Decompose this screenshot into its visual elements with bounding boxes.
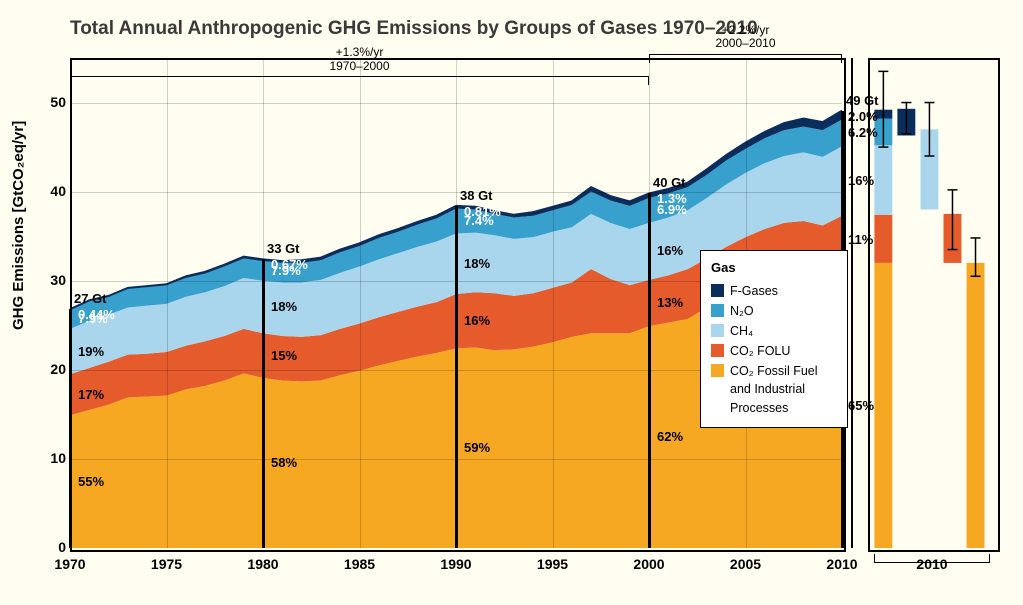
side-bars-chart: [868, 58, 996, 548]
legend-title: Gas: [711, 259, 837, 278]
pct-folu-2010: 11%: [848, 232, 873, 247]
gridline: [167, 58, 168, 548]
legend-item: CO₂ Fossil Fuel and Industrial Processes: [711, 362, 837, 416]
chart-title: Total Annual Anthropogenic GHG Emissions…: [70, 18, 758, 40]
pct-fgases-2010: 2.0%: [848, 109, 878, 124]
x-tick: 2000: [629, 556, 669, 572]
pct-fgases-1970: 0.44%: [78, 307, 115, 322]
side-bracket: [874, 552, 990, 563]
legend-item: F-Gases: [711, 282, 837, 300]
rate-label: +1.3%/yr1970–2000: [320, 46, 400, 74]
x-tick: 1990: [436, 556, 476, 572]
pct-n2o-2010: 6.2%: [848, 125, 878, 140]
legend-swatch: [711, 324, 724, 337]
pct-fgases-1990: 0.81%: [464, 204, 501, 219]
rate-bracket: [649, 54, 842, 65]
pct-folu-1970: 17%: [78, 387, 104, 402]
y-tick: 30: [46, 272, 66, 288]
legend-swatch: [711, 364, 724, 377]
y-tick: 40: [46, 183, 66, 199]
rate-bracket: [70, 76, 649, 87]
gridline: [360, 58, 361, 548]
y-tick: 0: [46, 539, 66, 555]
legend-label: CO₂ Fossil Fuel and Industrial Processes: [730, 362, 837, 416]
pct-ch4-2000: 16%: [657, 243, 683, 258]
gt-callout-2000: 40 Gt: [653, 175, 686, 190]
legend-label: CO₂ FOLU: [730, 342, 790, 360]
pct-folu-2000: 13%: [657, 295, 683, 310]
y-tick: 10: [46, 450, 66, 466]
pct-fgases-1980: 0.67%: [271, 257, 308, 272]
y-tick: 20: [46, 361, 66, 377]
pct-ch4-2010: 16%: [848, 173, 874, 188]
gt-callout-2010: 49 Gt: [846, 93, 879, 108]
gt-callout-1990: 38 Gt: [460, 188, 493, 203]
pct-ffi-2000: 62%: [657, 429, 683, 444]
pct-ffi-1990: 59%: [464, 440, 490, 455]
x-tick: 1970: [50, 556, 90, 572]
gt-callout-1970: 27 Gt: [74, 291, 107, 306]
decade-bar-1970: [69, 309, 72, 548]
x-tick: 2005: [726, 556, 766, 572]
legend-swatch: [711, 284, 724, 297]
side-chart-panel: [868, 58, 996, 548]
x-tick: 2010: [822, 556, 862, 572]
pct-ch4-1990: 18%: [464, 256, 490, 271]
y-tick: 50: [46, 94, 66, 110]
legend-item: CO₂ FOLU: [711, 342, 837, 360]
side-bar-seg: [874, 215, 892, 263]
legend-item: N₂O: [711, 302, 837, 320]
pct-folu-1990: 16%: [464, 313, 490, 328]
pct-ch4-1980: 18%: [271, 299, 297, 314]
decade-bar-2000: [648, 193, 651, 548]
side-bar-seg: [967, 263, 985, 548]
rate-label: +2.2%/yr2000–2010: [706, 24, 786, 52]
side-bar-seg: [874, 263, 892, 548]
pct-folu-1980: 15%: [271, 348, 297, 363]
legend-item: CH₄: [711, 322, 837, 340]
legend-swatch: [711, 344, 724, 357]
legend-label: F-Gases: [730, 282, 778, 300]
pct-fgases-2000: 1.3%: [657, 191, 687, 206]
decade-bar-1990: [455, 206, 458, 548]
x-tick: 1975: [147, 556, 187, 572]
legend-label: N₂O: [730, 302, 754, 320]
x-tick: 1985: [340, 556, 380, 572]
x-tick: 1980: [243, 556, 283, 572]
pct-ch4-1970: 19%: [78, 344, 104, 359]
x-tick: 1995: [533, 556, 573, 572]
gridline: [553, 58, 554, 548]
pct-ffi-2010: 65%: [848, 398, 874, 413]
pct-ffi-1970: 55%: [78, 474, 104, 489]
y-axis-label: GHG Emissions [GtCO₂eq/yr]: [10, 121, 27, 330]
pct-ffi-1980: 58%: [271, 455, 297, 470]
legend-swatch: [711, 304, 724, 317]
legend-label: CH₄: [730, 322, 753, 340]
legend-box: Gas F-Gases N₂O CH₄ CO₂ FOLU CO₂ Fossil Fuel…: [700, 250, 848, 428]
side-bar-seg: [874, 145, 892, 215]
gt-callout-1980: 33 Gt: [267, 241, 300, 256]
decade-bar-1980: [262, 259, 265, 548]
